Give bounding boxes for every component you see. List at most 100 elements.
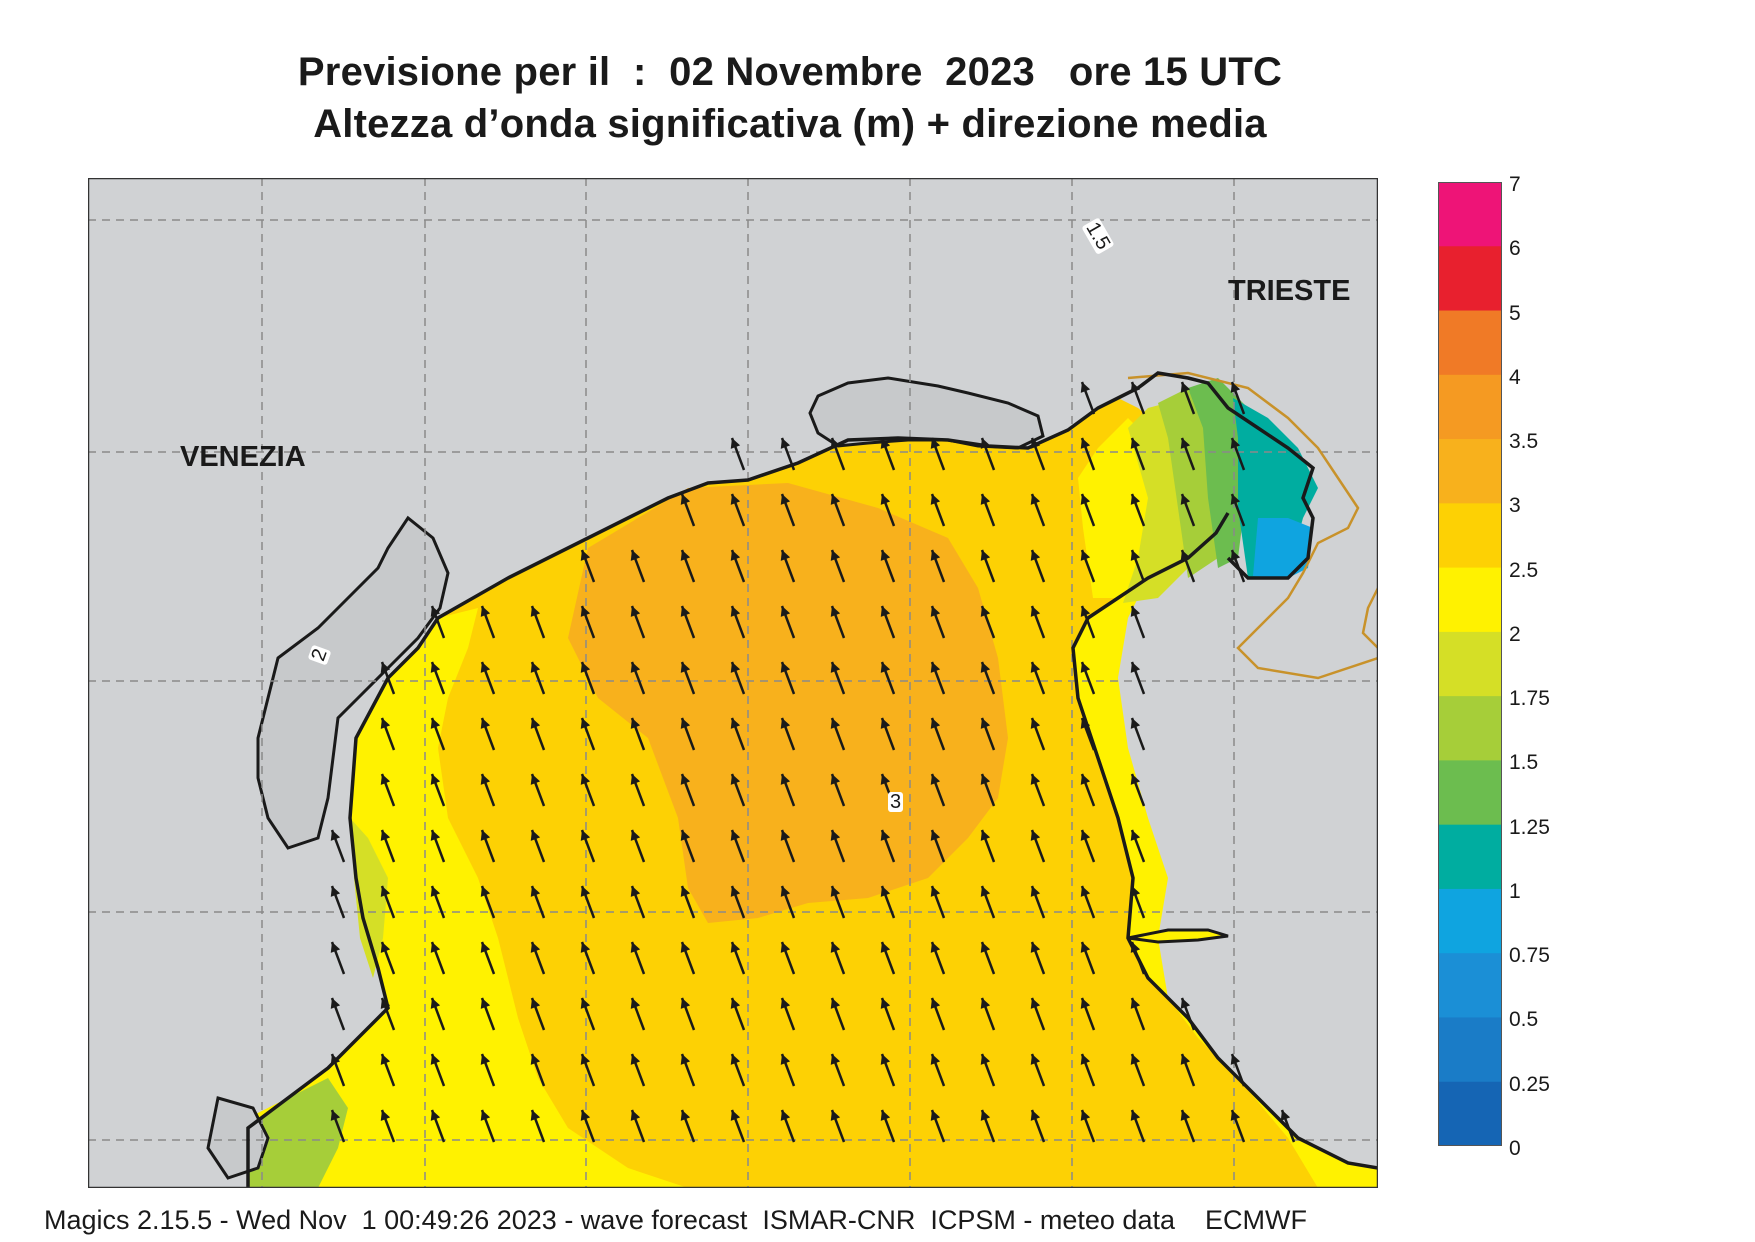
- direction-arrow-head: [1080, 438, 1091, 449]
- city-label-trieste: TRIESTE: [1228, 275, 1351, 307]
- footer-credits: Magics 2.15.5 - Wed Nov 1 00:49:26 2023 …: [44, 1205, 1307, 1235]
- direction-arrow-head: [1080, 1054, 1091, 1065]
- direction-arrow-head: [380, 998, 391, 1009]
- direction-arrow-head: [630, 550, 641, 561]
- legend-band: [1438, 696, 1502, 761]
- direction-arrow-head: [430, 718, 441, 729]
- direction-arrow-head: [680, 550, 691, 561]
- direction-arrow-head: [1080, 550, 1091, 561]
- direction-arrow-head: [1230, 438, 1241, 449]
- direction-arrow-head: [630, 606, 641, 617]
- wave-height-map: [88, 178, 1378, 1188]
- direction-arrow-head: [530, 886, 541, 897]
- direction-arrow-head: [930, 494, 941, 505]
- direction-arrow-head: [530, 830, 541, 841]
- direction-arrow-head: [1230, 1110, 1241, 1121]
- direction-arrow-head: [380, 662, 391, 673]
- direction-arrow-head: [780, 718, 791, 729]
- direction-arrow-head: [880, 886, 891, 897]
- legend-band: [1438, 374, 1502, 440]
- chart-title: Previsione per il : 02 Novembre 2023 ore…: [297, 50, 1283, 94]
- direction-arrow-head: [830, 942, 841, 953]
- direction-arrow-head: [1230, 494, 1241, 505]
- direction-arrow-head: [1180, 1110, 1191, 1121]
- direction-arrow-head: [730, 1110, 741, 1121]
- direction-arrow-head: [830, 830, 841, 841]
- direction-arrow-head: [1130, 438, 1141, 449]
- legend-frame: [1438, 182, 1502, 1146]
- legend-tick-label: 5: [1509, 301, 1521, 325]
- city-label-venezia: VENEZIA: [180, 441, 306, 473]
- direction-arrow-head: [730, 718, 741, 729]
- direction-arrow-head: [930, 1054, 941, 1065]
- legend-tick-label: 2.5: [1509, 558, 1539, 582]
- direction-arrow-head: [830, 662, 841, 673]
- direction-arrow-head: [430, 998, 441, 1009]
- direction-arrow-head: [680, 1054, 691, 1065]
- direction-arrow-head: [1080, 942, 1091, 953]
- color-legend: [1438, 182, 1502, 1146]
- direction-arrow-head: [780, 438, 791, 449]
- direction-arrow-head: [980, 774, 991, 785]
- direction-arrow-head: [1080, 718, 1091, 729]
- direction-arrow-head: [680, 494, 691, 505]
- direction-arrow-head: [1080, 830, 1091, 841]
- peninsula: [1127, 928, 1229, 944]
- direction-arrow-head: [480, 1110, 491, 1121]
- direction-arrow-head: [730, 550, 741, 561]
- legend-tick-label: 1.5: [1509, 751, 1539, 775]
- direction-arrow-head: [1130, 494, 1141, 505]
- direction-arrow-head: [580, 1110, 591, 1121]
- direction-arrow-head: [480, 830, 491, 841]
- direction-arrow-head: [630, 1110, 641, 1121]
- direction-arrow-head: [930, 998, 941, 1009]
- direction-arrow-head: [380, 774, 391, 785]
- direction-arrow-head: [580, 662, 591, 673]
- legend-tick-label: 4: [1509, 365, 1521, 389]
- wave-band-west: [248, 608, 688, 1188]
- direction-arrow-head: [1180, 382, 1191, 393]
- direction-arrow-head: [1130, 550, 1141, 561]
- legend-band: [1438, 631, 1502, 697]
- direction-arrow-head: [530, 774, 541, 785]
- direction-arrow-head: [580, 942, 591, 953]
- direction-arrow-head: [580, 886, 591, 897]
- direction-arrow-head: [380, 830, 391, 841]
- legend-band: [1438, 246, 1502, 312]
- direction-arrow-head: [930, 438, 941, 449]
- direction-arrow-head: [680, 606, 691, 617]
- direction-arrow-head: [980, 886, 991, 897]
- direction-arrow-head: [730, 942, 741, 953]
- direction-arrow-head: [880, 718, 891, 729]
- direction-arrow-head: [330, 830, 341, 841]
- direction-arrow-head: [780, 830, 791, 841]
- direction-arrow-head: [980, 494, 991, 505]
- direction-arrow-head: [780, 606, 791, 617]
- direction-arrow-head: [1030, 774, 1041, 785]
- direction-arrow-head: [380, 886, 391, 897]
- direction-arrow-head: [430, 942, 441, 953]
- direction-arrow-head: [530, 718, 541, 729]
- direction-arrow-head: [730, 494, 741, 505]
- direction-arrow-head: [830, 998, 841, 1009]
- direction-arrow-head: [680, 662, 691, 673]
- wave-band-0-75: [1253, 518, 1313, 578]
- direction-arrow-head: [780, 774, 791, 785]
- legend-band: [1438, 503, 1502, 569]
- direction-arrow-head: [480, 606, 491, 617]
- direction-arrow-head: [580, 774, 591, 785]
- legend-tick-label: 0.25: [1509, 1072, 1550, 1096]
- direction-arrow-head: [730, 1054, 741, 1065]
- legend-tick-label: 0: [1509, 1137, 1521, 1160]
- direction-arrow-head: [680, 830, 691, 841]
- direction-arrow-head: [780, 942, 791, 953]
- direction-arrow-head: [1030, 1110, 1041, 1121]
- direction-arrow-head: [330, 1110, 341, 1121]
- direction-arrow-head: [830, 1110, 841, 1121]
- direction-arrow-head: [730, 662, 741, 673]
- direction-arrow-head: [1030, 550, 1041, 561]
- direction-arrow-head: [580, 830, 591, 841]
- direction-arrow-head: [1130, 886, 1141, 897]
- direction-arrow-head: [430, 606, 441, 617]
- direction-arrow-head: [1180, 438, 1191, 449]
